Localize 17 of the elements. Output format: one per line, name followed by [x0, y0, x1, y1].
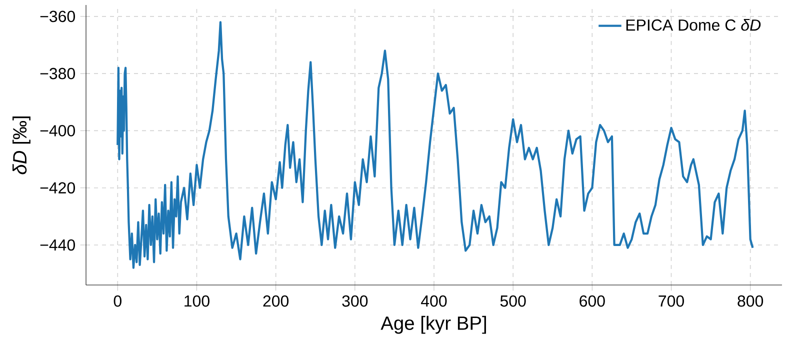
y-axis-title: δD [‰]: [12, 116, 30, 174]
x-axis-title: Age [kyr BP]: [380, 316, 486, 334]
y-tick-label: −420: [40, 182, 75, 194]
y-tick-label: −360: [40, 10, 75, 22]
x-tick-label: 200: [263, 295, 289, 307]
x-tick-label: 0: [114, 295, 122, 307]
x-tick-label: 500: [500, 295, 526, 307]
y-tick-label: −440: [40, 239, 75, 251]
x-tick-label: 400: [421, 295, 447, 307]
y-tick-label: −400: [40, 125, 75, 136]
x-tick-label: 600: [580, 295, 605, 307]
y-tick-label: −380: [40, 68, 75, 80]
legend-label: EPICA Dome C δD: [626, 19, 761, 31]
x-tick-label: 700: [658, 295, 684, 307]
x-tick-label: 800: [738, 295, 764, 307]
x-tick-label: 100: [184, 295, 210, 307]
x-tick-label: 300: [342, 295, 368, 307]
